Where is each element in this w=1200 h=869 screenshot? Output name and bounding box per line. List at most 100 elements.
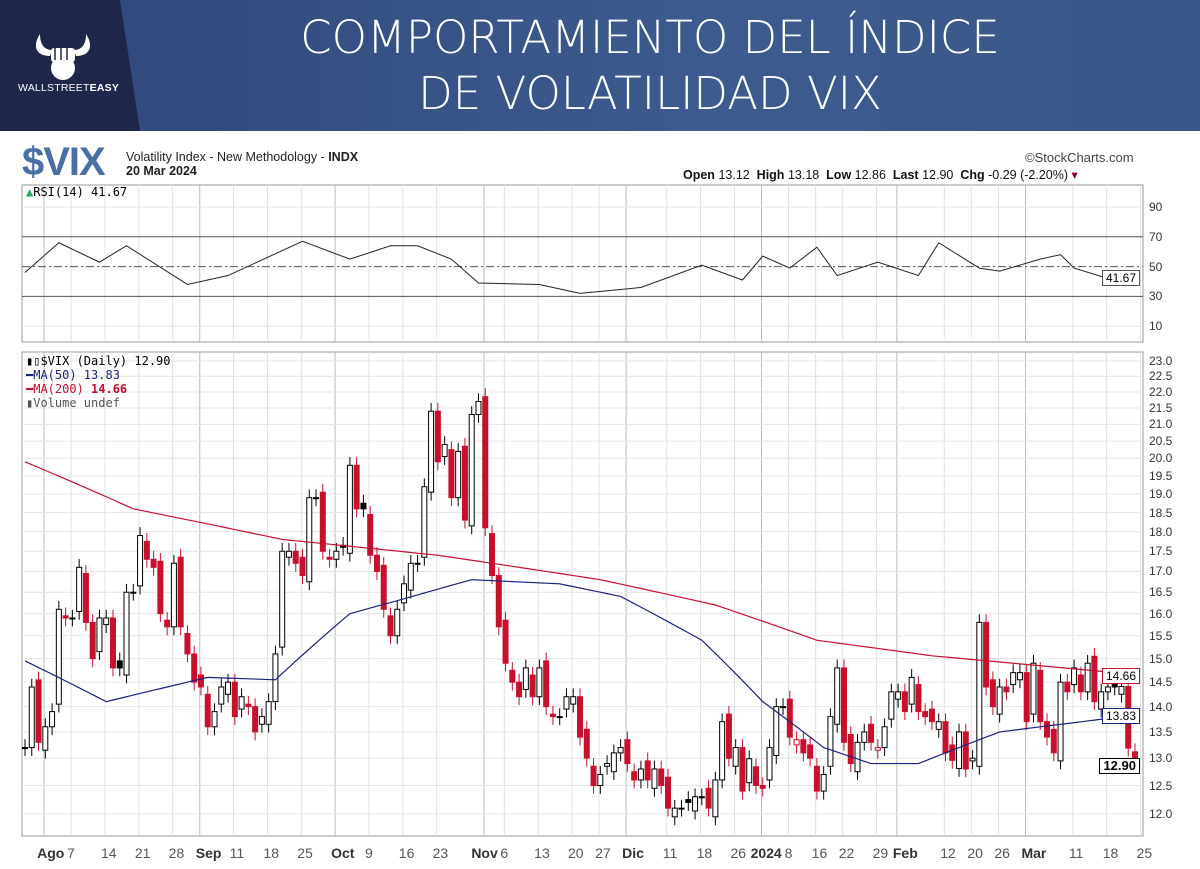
- legend-rsi: ▲RSI(14) 41.67: [26, 185, 128, 199]
- candle-body: [1016, 672, 1023, 681]
- x-tick-label: 28: [168, 845, 185, 861]
- ma200-line: [24, 461, 1136, 676]
- candle-body: [170, 562, 177, 628]
- page-title: COMPORTAMIENTO DEL ÍNDICE DE VOLATILIDAD …: [300, 11, 1000, 120]
- y-tick-label: 19.0: [1149, 487, 1173, 501]
- y-tick-label: 15.5: [1149, 628, 1173, 643]
- candle-body: [157, 560, 164, 615]
- candle-body: [888, 691, 895, 720]
- candle-body: [563, 696, 570, 710]
- ohlc-summary: Open 13.12 High 13.18 Low 12.86 Last 12.…: [683, 168, 1078, 182]
- candle-body: [956, 731, 963, 769]
- candle-body: [949, 744, 956, 761]
- legend-volume: ▮Volume undef: [26, 396, 120, 410]
- y-tick-label: 16.5: [1149, 585, 1173, 600]
- candle-body: [414, 562, 421, 565]
- candle-body: [908, 676, 915, 705]
- candle-body: [326, 556, 333, 560]
- candle-body: [428, 410, 435, 493]
- candle-body: [1091, 655, 1098, 703]
- candle-body: [441, 444, 448, 458]
- header-banner: WALLSTREETEASY COMPORTAMIENTO DEL ÍNDICE…: [0, 0, 1200, 131]
- candle-body: [184, 633, 191, 655]
- candle-body: [76, 566, 83, 612]
- candle-body: [137, 535, 144, 587]
- candle-body: [671, 807, 678, 818]
- candle-body: [421, 486, 428, 558]
- candle-body: [1077, 674, 1084, 693]
- candle-body: [854, 741, 861, 773]
- rsi-tick-label: 50: [1149, 259, 1163, 274]
- candle-body: [204, 693, 211, 728]
- candle-body: [177, 556, 184, 628]
- candle-body: [333, 550, 340, 560]
- candle-body: [82, 572, 89, 623]
- candle-body: [739, 747, 746, 792]
- x-tick-label: 18: [696, 845, 713, 861]
- candle-body: [448, 449, 455, 499]
- x-tick-label: 25: [1136, 845, 1153, 861]
- legend-price: ▮▯$VIX (Daily) 12.90: [26, 354, 171, 368]
- candle-body: [116, 660, 123, 669]
- symbol: $VIX: [22, 140, 106, 184]
- x-tick-label: Mar: [1021, 845, 1047, 861]
- x-tick-label: 2024: [750, 845, 782, 861]
- candle-body: [252, 706, 259, 733]
- x-tick-label: 20: [568, 845, 584, 861]
- candle-body: [1104, 686, 1111, 693]
- candle-body: [103, 617, 110, 626]
- candle-body: [1057, 681, 1064, 762]
- candle-body: [164, 619, 171, 628]
- candle-body: [1050, 728, 1057, 754]
- candle-body: [664, 776, 671, 809]
- candle-body: [258, 716, 265, 725]
- x-tick-label: 6: [500, 845, 509, 861]
- candle-body: [637, 768, 644, 781]
- y-tick-label: 13.0: [1149, 751, 1173, 766]
- down-arrow-icon: ▾: [1071, 168, 1078, 182]
- candle-body: [590, 765, 597, 787]
- x-tick-label: Dic: [622, 845, 644, 861]
- x-tick-label: 12: [940, 845, 956, 861]
- y-tick-label: 14.0: [1149, 699, 1173, 714]
- candle-body: [55, 608, 62, 705]
- candle-body: [69, 617, 76, 620]
- candle-body: [658, 768, 665, 787]
- candle-body: [1098, 691, 1105, 710]
- candle-body: [922, 711, 929, 718]
- candle-body: [461, 445, 468, 521]
- bull-fist-icon: [35, 34, 91, 80]
- candle-body: [570, 696, 577, 705]
- candle-body: [387, 615, 394, 637]
- rsi-tick-label: 70: [1149, 229, 1163, 244]
- x-tick-label: 11: [229, 845, 245, 861]
- x-tick-label: 25: [297, 845, 313, 861]
- rsi-tick-label: 10: [1149, 319, 1163, 334]
- candle-body: [516, 681, 523, 698]
- candle-body: [820, 773, 827, 792]
- x-tick-label: Ago: [37, 845, 65, 861]
- candle-body: [752, 766, 759, 787]
- candle-body: [1118, 686, 1125, 695]
- candle-body: [197, 674, 204, 688]
- candle-body: [1071, 667, 1078, 686]
- ma50-line: [24, 579, 1136, 765]
- candle-body: [549, 713, 556, 718]
- y-tick-label: 22.5: [1149, 369, 1173, 384]
- candle-body: [780, 706, 787, 709]
- candle-body: [773, 706, 780, 757]
- legend-ma50: ━MA(50) 13.83: [26, 368, 120, 382]
- candle-body: [279, 550, 286, 648]
- x-tick-label: 14: [100, 845, 117, 861]
- candle-body: [874, 747, 881, 751]
- candle-body: [529, 674, 536, 698]
- source-link[interactable]: ©StockCharts.com: [1025, 150, 1134, 165]
- candle-body: [719, 721, 726, 781]
- candle-body: [698, 796, 705, 799]
- candle-body: [346, 464, 353, 554]
- candle-body: [225, 681, 232, 695]
- x-tick-label: 22: [838, 845, 855, 861]
- candle-body: [732, 747, 739, 767]
- candle-body: [245, 703, 252, 708]
